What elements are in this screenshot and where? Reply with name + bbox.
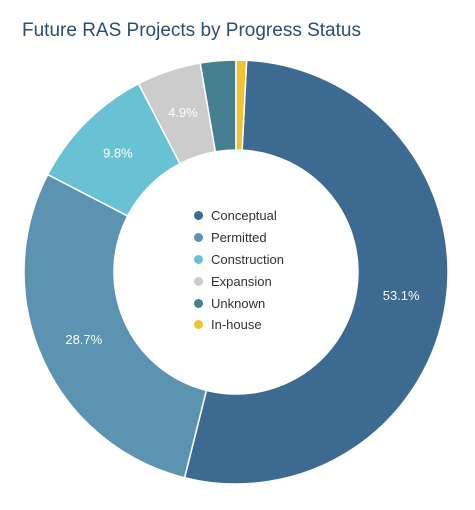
slice-conceptual [183, 59, 449, 485]
legend-item-conceptual: Conceptual [194, 205, 284, 227]
legend-dot-conceptual [194, 211, 203, 221]
slice-label-permitted: 28.7% [65, 332, 102, 347]
slice-label-construction: 9.8% [103, 145, 133, 160]
legend-dot-expansion [194, 276, 203, 286]
legend-dot-permitted [194, 233, 203, 243]
legend-label: Conceptual [211, 208, 277, 224]
legend-dot-unknown [194, 298, 203, 308]
legend-label: Construction [211, 251, 284, 267]
legend-label: Permitted [211, 230, 267, 246]
slice-label-conceptual: 53.1% [383, 288, 420, 303]
legend-item-construction: Construction [194, 249, 284, 271]
chart-legend: Conceptual Permitted Construction Expansion… [194, 205, 284, 336]
donut-slices [23, 59, 449, 485]
legend-label: Expansion [211, 273, 272, 289]
legend-item-in-house: In-house [194, 314, 284, 336]
slice-label-expansion: 4.9% [168, 105, 198, 120]
legend-dot-construction [194, 254, 203, 264]
legend-label: In-house [211, 317, 262, 333]
slice-permitted [23, 173, 208, 479]
legend-item-unknown: Unknown [194, 292, 284, 314]
legend-item-permitted: Permitted [194, 227, 284, 249]
legend-dot-in-house [194, 320, 203, 330]
legend-item-expansion: Expansion [194, 270, 284, 292]
legend-label: Unknown [211, 295, 266, 311]
chart-title: Future RAS Projects by Progress Status [22, 20, 361, 41]
slice-in-house [235, 59, 248, 151]
slice-labels: 53.1% 28.7% 9.8% 4.9% [65, 105, 420, 347]
